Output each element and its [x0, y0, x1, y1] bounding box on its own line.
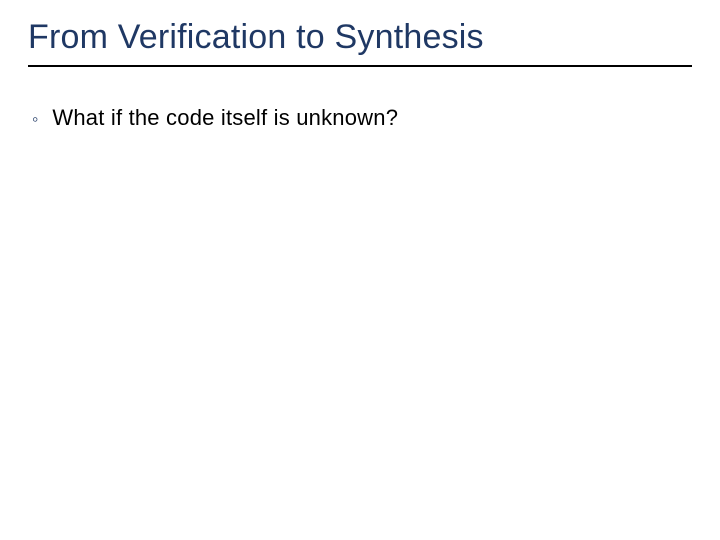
- bullet-text: What if the code itself is unknown?: [52, 105, 398, 131]
- slide-container: From Verification to Synthesis ◦ What if…: [0, 0, 720, 540]
- bullet-marker: ◦: [32, 110, 38, 128]
- bullet-item: ◦ What if the code itself is unknown?: [28, 105, 692, 131]
- slide-title: From Verification to Synthesis: [28, 18, 692, 57]
- title-divider: [28, 65, 692, 67]
